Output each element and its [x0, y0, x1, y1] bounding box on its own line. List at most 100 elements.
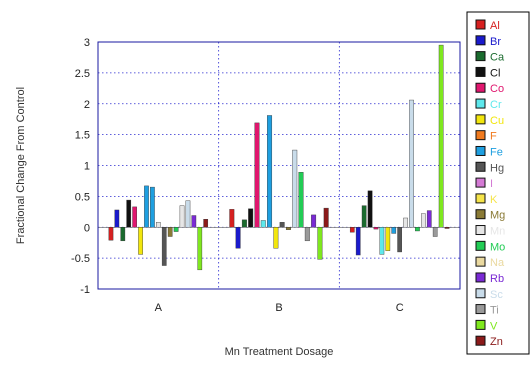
- legend-swatch-fe: [475, 145, 486, 156]
- bar-C-ca: [361, 205, 367, 228]
- bar-B-hg: [279, 222, 285, 228]
- legend-label-al: Al: [490, 20, 500, 32]
- bar-C-cl: [367, 190, 373, 228]
- bar-A-sc: [185, 200, 191, 228]
- y-tick-label: 1: [84, 161, 90, 173]
- bar-A-hg: [161, 227, 167, 266]
- bar-B-cr: [260, 220, 266, 228]
- legend-label-ca: Ca: [490, 52, 505, 64]
- x-tick-labels: A B C: [155, 302, 404, 314]
- grid: [98, 41, 460, 290]
- legend-swatch-na: [475, 256, 486, 267]
- legend-label-v: V: [490, 320, 498, 332]
- legend-label-ti: Ti: [490, 305, 499, 317]
- bar-C-mn: [403, 217, 408, 228]
- legend: Al Br Ca Cl Co Cr Cu F Fe Hg IK Mg Mn Mo Na Rb Sc Ti V Zn: [466, 11, 530, 355]
- bar-A-co: [132, 206, 137, 228]
- bar-A-mn: [179, 205, 185, 228]
- bar-B-v: [317, 227, 323, 260]
- bar-C-mn: [421, 213, 426, 228]
- bar-C-hg: [397, 227, 402, 253]
- bar-C-rb: [426, 210, 432, 228]
- y-tick-labels: -1 -0.5 0 0.5 1 1.5 2 2.5 3: [71, 37, 90, 296]
- legend-swatch-sc: [475, 288, 486, 299]
- bar-A-cl: [126, 199, 132, 228]
- legend-swatch-cr: [475, 98, 486, 109]
- bar-B-al: [229, 209, 235, 228]
- x-axis-title: Mn Treatment Dosage: [225, 346, 334, 358]
- y-tick-label: -0.5: [71, 253, 90, 265]
- bar-A-mo: [173, 227, 179, 232]
- legend-label-k: K: [490, 194, 498, 206]
- bar-B-zn: [323, 207, 329, 228]
- legend-swatch-mn: [475, 225, 486, 236]
- legend-swatch-mg: [475, 209, 486, 220]
- bar-A-mn: [155, 222, 161, 228]
- bar-C-sc: [409, 99, 414, 228]
- x-tick-label: C: [396, 302, 404, 314]
- bar-A-br: [114, 209, 120, 228]
- legend-label-mn: Mn: [490, 226, 505, 238]
- legend-swatch-mo: [475, 240, 486, 251]
- bar-B-cl: [248, 208, 254, 228]
- bar-B-sc: [292, 149, 298, 228]
- legend-label-cu: Cu: [490, 115, 504, 127]
- legend-label-zn: Zn: [490, 336, 503, 348]
- bar-C-br: [355, 227, 361, 256]
- legend-label-fe: Fe: [490, 146, 503, 158]
- legend-label-co: Co: [490, 83, 504, 95]
- legend-swatch-i: [475, 177, 486, 188]
- y-axis-title: Fractional Change From Control: [15, 87, 27, 244]
- bar-C-v: [438, 44, 444, 228]
- bar-B-rb: [311, 214, 317, 228]
- legend-swatch-co: [475, 82, 486, 93]
- legend-label-i: I: [490, 178, 493, 190]
- legend-label-br: Br: [490, 36, 501, 48]
- y-tick-label: 0: [84, 222, 90, 234]
- legend-swatch-ti: [475, 304, 486, 315]
- bar-B-cu: [273, 227, 279, 249]
- bar-B-ti: [304, 227, 310, 242]
- legend-swatch-v: [475, 319, 486, 330]
- legend-label-hg: Hg: [490, 162, 504, 174]
- legend-swatch-cl: [475, 66, 486, 77]
- bar-B-mo: [298, 172, 304, 228]
- legend-label-mo: Mo: [490, 241, 505, 253]
- y-tick-label: 3: [84, 37, 90, 49]
- legend-label-sc: Sc: [490, 289, 503, 301]
- bar-B-br: [235, 227, 241, 249]
- bar-A-fe: [144, 185, 149, 228]
- bar-B-fe: [267, 115, 273, 228]
- legend-swatch-k: [475, 193, 486, 204]
- bar-C-zn: [444, 227, 450, 229]
- bar-B-mg: [285, 227, 291, 230]
- legend-label-rb: Rb: [490, 273, 504, 285]
- legend-swatch-br: [475, 35, 486, 46]
- legend-swatch-zn: [475, 335, 486, 346]
- legend-label-mg: Mg: [490, 210, 505, 222]
- bar-C-cu: [385, 227, 391, 251]
- bar-A-ca: [120, 227, 126, 242]
- legend-label-f: F: [490, 131, 497, 143]
- bar-C-fe: [391, 227, 397, 234]
- bars: [108, 44, 450, 271]
- bar-A-mg: [167, 227, 173, 237]
- legend-swatch-ca: [475, 51, 486, 62]
- legend-swatch-f: [475, 130, 486, 141]
- bar-C-ti: [432, 227, 438, 237]
- bar-A-rb: [191, 215, 197, 228]
- axes: -1 -0.5 0 0.5 1 1.5 2 2.5 3 A B C Mn Treatment Dos…: [15, 37, 461, 358]
- bar-C-mo: [415, 227, 420, 232]
- bar-A-al: [108, 227, 114, 241]
- bar-C-al: [349, 227, 355, 233]
- legend-swatch-hg: [475, 161, 486, 172]
- y-tick-label: -1: [80, 284, 90, 296]
- bar-C-co: [373, 227, 379, 230]
- bar-B-co: [254, 122, 260, 228]
- y-tick-label: 1.5: [75, 130, 90, 142]
- y-tick-label: 2.5: [75, 68, 90, 80]
- legend-swatch-al: [475, 19, 486, 30]
- legend-label-cr: Cr: [490, 99, 502, 111]
- plot-frame: [97, 41, 461, 290]
